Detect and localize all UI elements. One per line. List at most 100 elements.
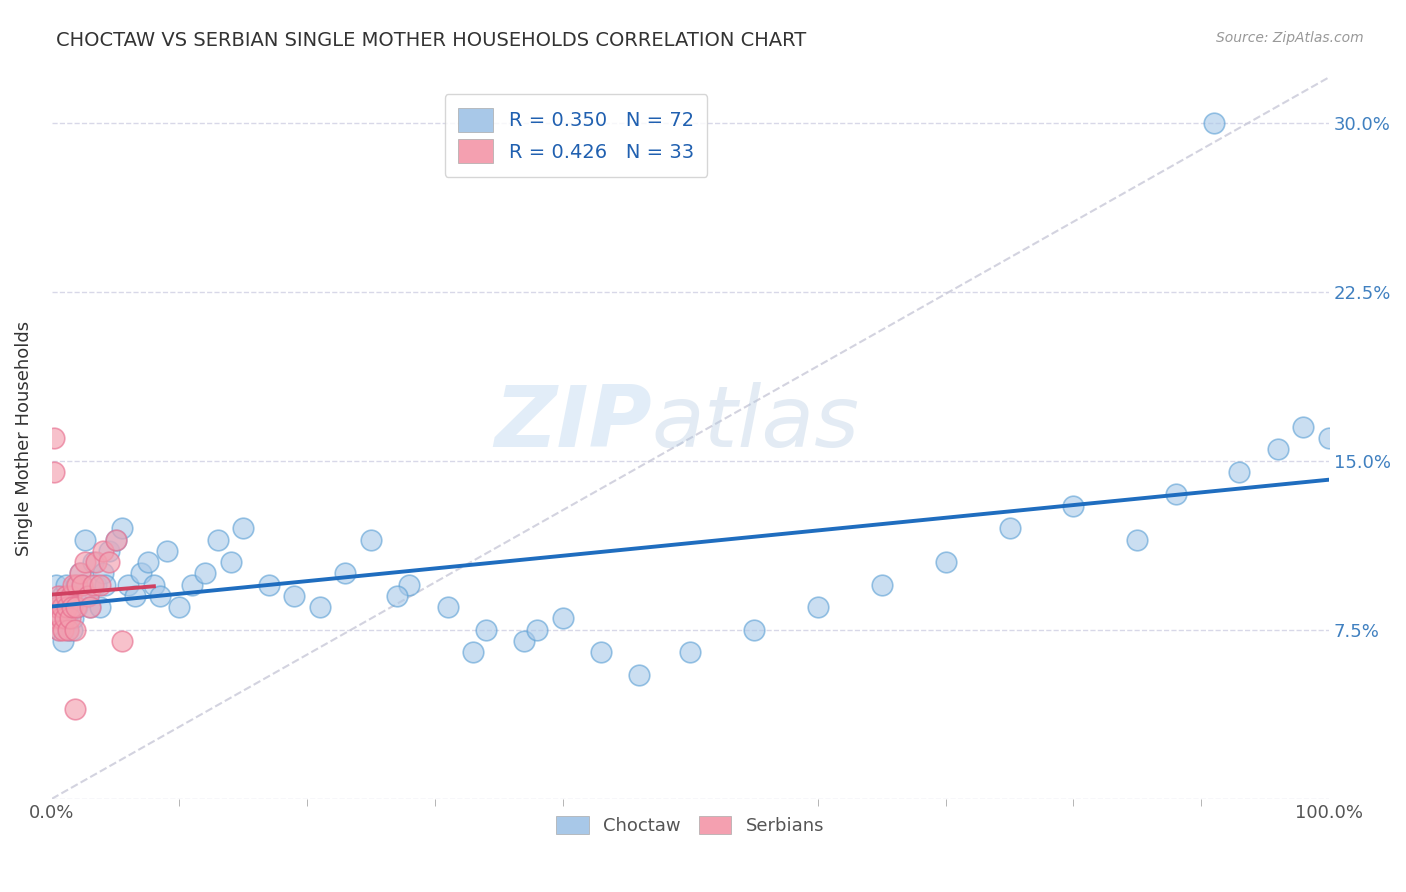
Point: [66, 600, 89, 615]
Point: [935, 555, 957, 569]
Point: [86, 555, 108, 569]
Point: [62, 611, 84, 625]
Point: [1202, 115, 1225, 129]
Point: [1062, 499, 1084, 513]
Point: [65, 577, 87, 591]
Point: [53, 600, 76, 615]
Y-axis label: Single Mother Households: Single Mother Households: [15, 320, 32, 556]
Point: [156, 544, 179, 558]
Point: [44, 431, 66, 445]
Point: [207, 533, 229, 547]
Point: [76, 589, 98, 603]
Point: [51, 600, 73, 615]
Point: [1164, 487, 1187, 501]
Point: [142, 577, 165, 591]
Point: [679, 645, 702, 659]
Point: [63, 701, 86, 715]
Point: [59, 611, 82, 625]
Point: [82, 555, 104, 569]
Point: [59, 600, 82, 615]
Point: [219, 555, 242, 569]
Point: [72, 577, 94, 591]
Point: [58, 623, 80, 637]
Point: [998, 521, 1021, 535]
Point: [335, 566, 357, 581]
Point: [66, 577, 89, 591]
Point: [73, 555, 96, 569]
Point: [51, 589, 73, 603]
Point: [82, 577, 104, 591]
Point: [48, 623, 70, 637]
Text: CHOCTAW VS SERBIAN SINGLE MOTHER HOUSEHOLDS CORRELATION CHART: CHOCTAW VS SERBIAN SINGLE MOTHER HOUSEHO…: [56, 31, 807, 50]
Point: [742, 623, 765, 637]
Point: [111, 521, 134, 535]
Point: [551, 611, 574, 625]
Point: [45, 611, 67, 625]
Point: [257, 577, 280, 591]
Point: [309, 600, 332, 615]
Text: Source: ZipAtlas.com: Source: ZipAtlas.com: [1216, 31, 1364, 45]
Point: [56, 611, 79, 625]
Point: [73, 533, 96, 547]
Point: [1317, 431, 1340, 445]
Point: [104, 533, 127, 547]
Point: [49, 611, 72, 625]
Point: [56, 600, 79, 615]
Point: [283, 589, 305, 603]
Point: [181, 577, 204, 591]
Point: [628, 668, 651, 682]
Point: [91, 566, 114, 581]
Point: [129, 566, 152, 581]
Point: [94, 577, 117, 591]
Point: [104, 533, 127, 547]
Point: [385, 589, 408, 603]
Point: [870, 577, 893, 591]
Point: [69, 566, 91, 581]
Point: [53, 611, 76, 625]
Point: [60, 600, 83, 615]
Point: [98, 544, 121, 558]
Point: [46, 600, 69, 615]
Point: [1267, 442, 1289, 457]
Point: [513, 634, 536, 648]
Point: [65, 600, 87, 615]
Point: [52, 634, 75, 648]
Point: [91, 544, 114, 558]
Point: [86, 577, 108, 591]
Text: atlas: atlas: [652, 382, 860, 466]
Point: [89, 600, 111, 615]
Point: [45, 600, 67, 615]
Point: [76, 589, 98, 603]
Text: ZIP: ZIP: [495, 382, 652, 466]
Point: [807, 600, 830, 615]
Point: [475, 623, 498, 637]
Point: [63, 623, 86, 637]
Point: [79, 600, 101, 615]
Point: [398, 577, 420, 591]
Point: [117, 577, 139, 591]
Point: [49, 611, 72, 625]
Point: [111, 634, 134, 648]
Point: [63, 589, 86, 603]
Point: [79, 600, 101, 615]
Point: [62, 577, 84, 591]
Point: [526, 623, 548, 637]
Point: [194, 566, 217, 581]
Point: [59, 589, 82, 603]
Point: [1292, 420, 1315, 434]
Point: [1227, 465, 1250, 479]
Legend: Choctaw, Serbians: Choctaw, Serbians: [547, 806, 834, 844]
Point: [46, 589, 69, 603]
Point: [52, 623, 75, 637]
Point: [48, 623, 70, 637]
Point: [360, 533, 382, 547]
Point: [45, 577, 67, 591]
Point: [232, 521, 254, 535]
Point: [136, 555, 159, 569]
Point: [436, 600, 458, 615]
Point: [169, 600, 191, 615]
Point: [124, 589, 146, 603]
Point: [55, 589, 77, 603]
Point: [72, 577, 94, 591]
Point: [463, 645, 485, 659]
